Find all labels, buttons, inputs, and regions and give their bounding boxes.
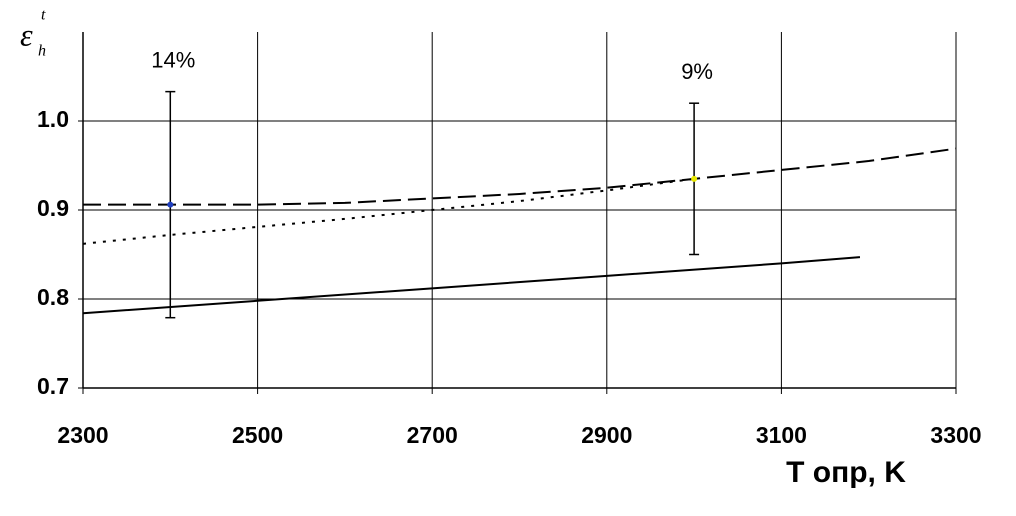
x-tick-label: 2500 xyxy=(232,422,283,448)
annotation: 9% xyxy=(681,59,713,84)
x-tick-label: 3100 xyxy=(756,422,807,448)
line xyxy=(83,147,957,206)
y-tick-label: 0.9 xyxy=(37,195,69,221)
y-axis-label-sub: h xyxy=(38,43,46,60)
annotation: 14% xyxy=(151,47,195,72)
x-tick-label: 3300 xyxy=(930,422,981,448)
y-tick-label: 0.8 xyxy=(37,284,69,310)
point xyxy=(691,175,698,182)
y-axis-label: ε xyxy=(20,16,33,52)
point xyxy=(167,201,174,208)
x-tick-label: 2300 xyxy=(57,422,108,448)
x-tick-label: 2900 xyxy=(581,422,632,448)
x-axis-label: T опр, K xyxy=(786,456,906,489)
x-tick-label: 2700 xyxy=(407,422,458,448)
line xyxy=(82,177,695,245)
line xyxy=(82,256,861,315)
y-tick-label: 1.0 xyxy=(37,106,69,132)
y-tick-label: 0.7 xyxy=(37,373,69,399)
y-axis-label-sup: t xyxy=(41,7,46,24)
